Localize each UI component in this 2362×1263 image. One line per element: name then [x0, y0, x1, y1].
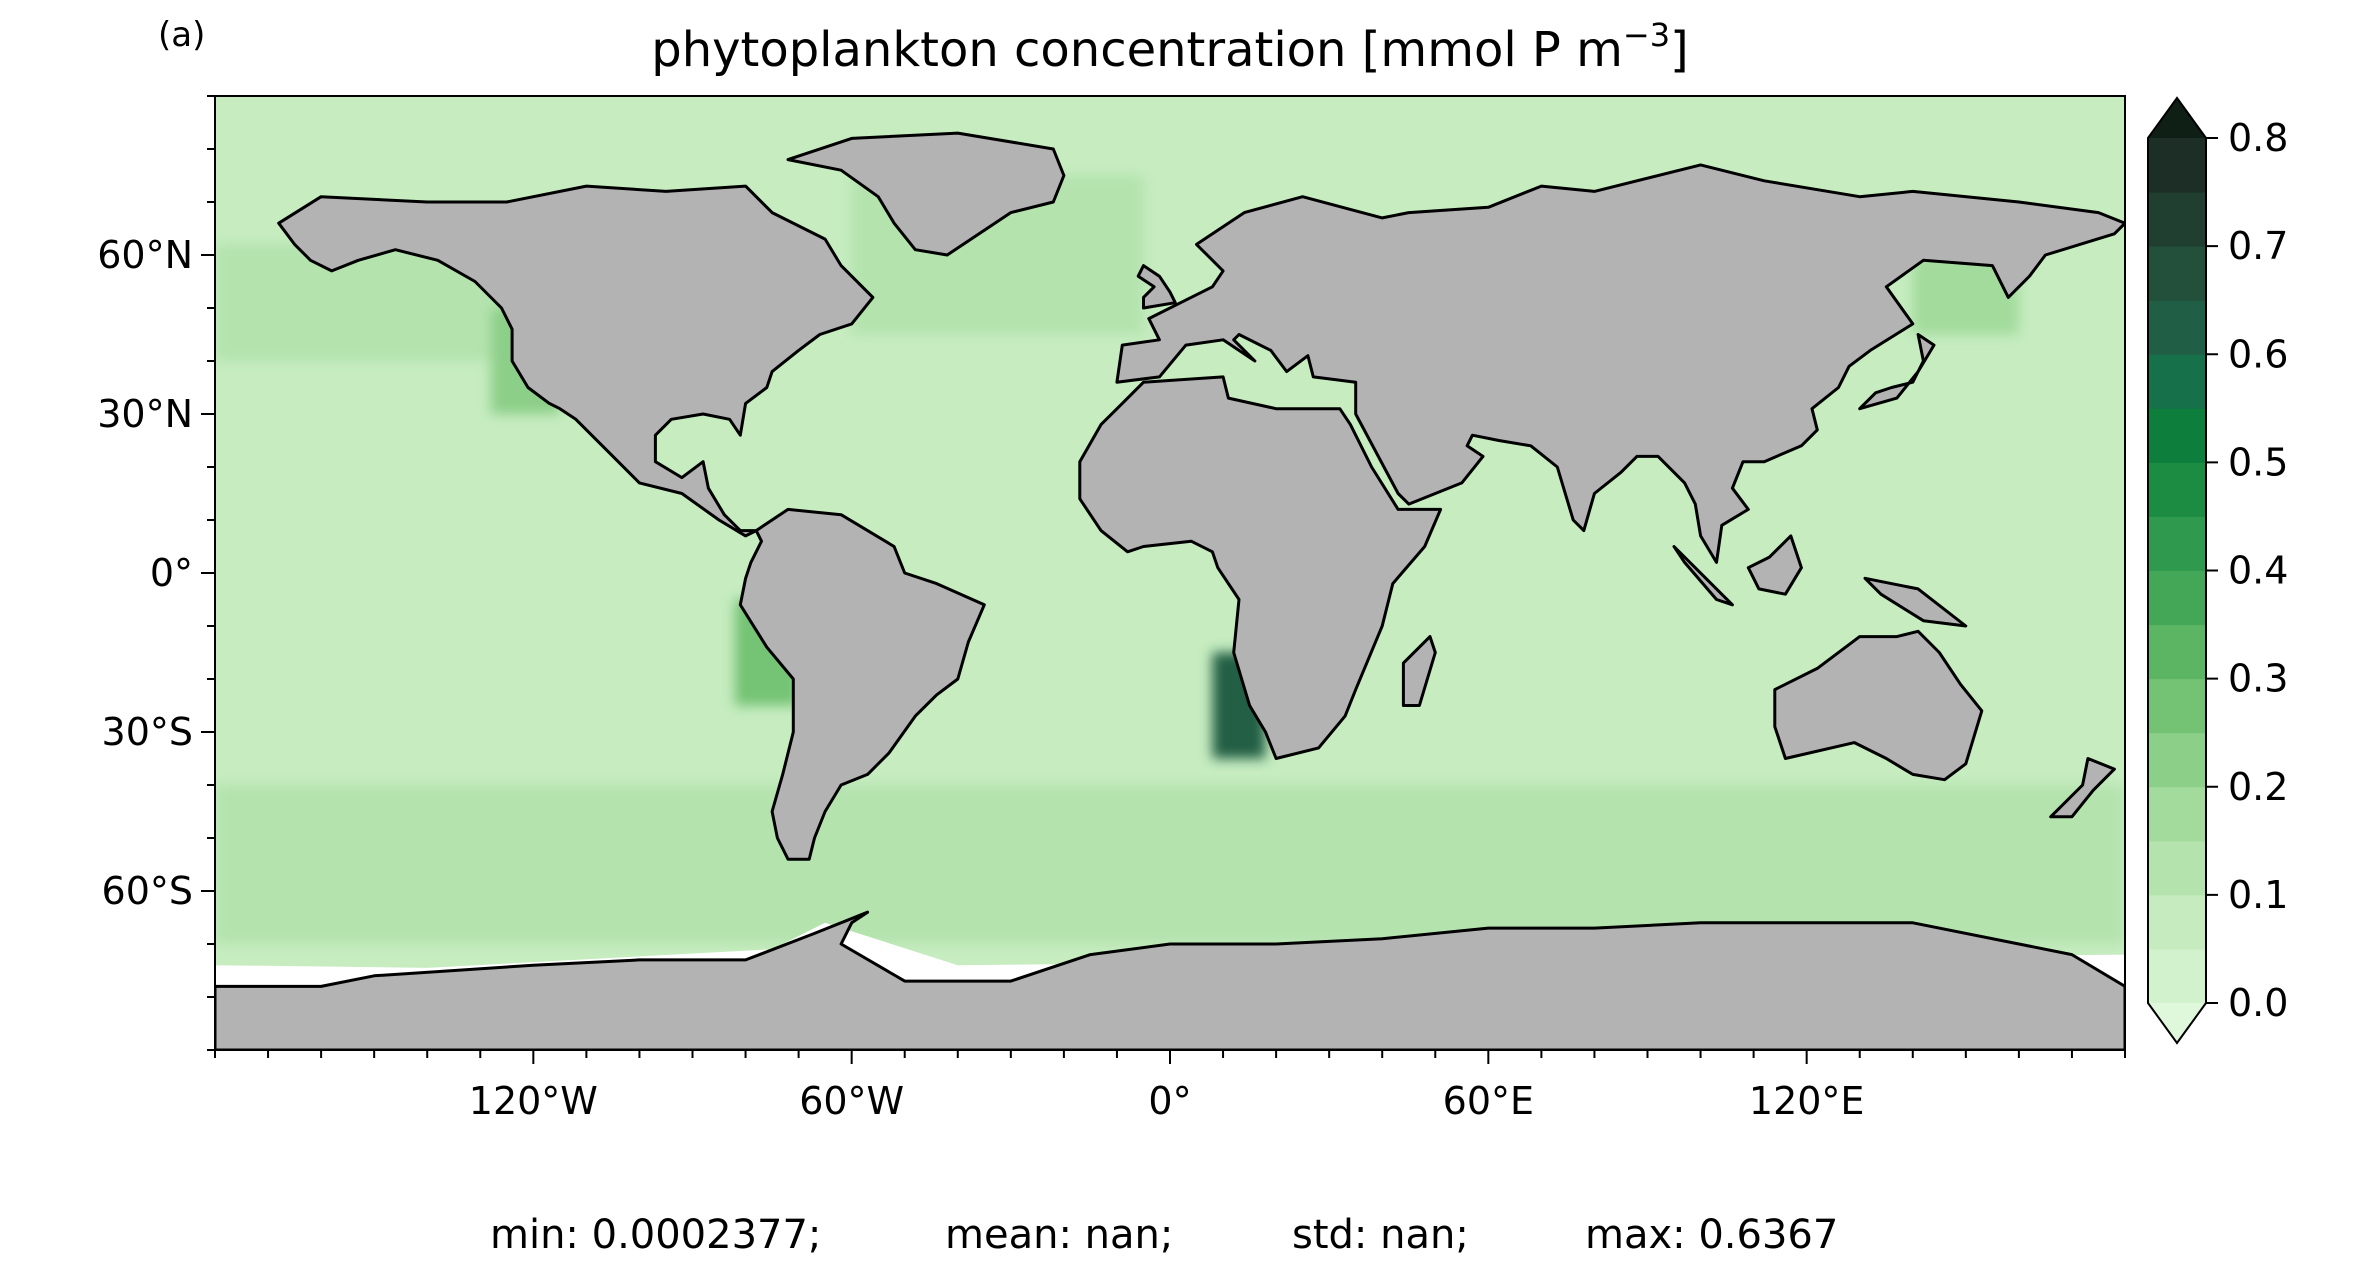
- stat-min: min: 0.0002377;: [490, 1212, 821, 1258]
- colorbar-band: [2148, 678, 2206, 734]
- land-australia: [1773, 629, 1984, 782]
- land-eurasia: [1115, 163, 2125, 564]
- map-area: [215, 96, 2125, 1050]
- colorbar-band: [2148, 408, 2206, 463]
- land-greenland: [786, 131, 1066, 257]
- x-tick-label: 60°E: [1443, 1079, 1534, 1123]
- land-uk: [1136, 264, 1177, 310]
- land-madagascar: [1401, 635, 1437, 707]
- colorbar-extend-max: [2148, 98, 2206, 138]
- stat-mean: mean: nan;: [945, 1212, 1173, 1258]
- colorbar-tick-label: 0.7: [2228, 224, 2288, 268]
- stats-line: min: 0.0002377; mean: nan; std: nan; max…: [490, 1212, 1838, 1258]
- y-tick-label: 30°N: [97, 392, 193, 436]
- colorbar-tick-label: 0.5: [2228, 440, 2288, 484]
- x-tick-label: 120°E: [1749, 1079, 1865, 1123]
- x-tick-label: 60°W: [799, 1079, 904, 1123]
- colorbar-tick-label: 0.1: [2228, 873, 2288, 917]
- land-north-america: [277, 184, 875, 538]
- y-tick-label: 30°S: [102, 710, 193, 754]
- land-new-guinea: [1863, 576, 1968, 628]
- colorbar-tick-label: 0.6: [2228, 332, 2288, 376]
- region-southern-ocean-band: [215, 785, 2125, 944]
- colorbar-tick-label: 0.2: [2228, 765, 2288, 809]
- colorbar-tick-label: 0.3: [2228, 657, 2288, 701]
- land-south-america: [738, 507, 986, 861]
- colorbar-band: [2148, 732, 2206, 788]
- stat-std: std: nan;: [1292, 1212, 1469, 1258]
- colorbar-band: [2148, 138, 2206, 193]
- colorbar-tick-label: 0.0: [2228, 981, 2288, 1025]
- colorbar-band: [2148, 462, 2206, 517]
- colorbar-band: [2148, 624, 2206, 680]
- colorbar-tick-label: 0.8: [2228, 116, 2288, 160]
- colorbar-band: [2148, 948, 2206, 1004]
- colorbar-band: [2148, 894, 2206, 950]
- colorbar-band: [2148, 516, 2206, 571]
- x-axis: 120°W 60°W 0° 60°E 120°E: [214, 1050, 2126, 1123]
- land-sumatra: [1672, 545, 1734, 607]
- colorbar-band: [2148, 570, 2206, 626]
- land-japan: [1858, 333, 1936, 411]
- land-borneo: [1746, 534, 1803, 596]
- colorbar-band: [2148, 786, 2206, 842]
- land-africa: [1078, 375, 1443, 760]
- y-axis: 60°N 30°N 0° 30°S 60°S: [97, 95, 215, 1051]
- land-layer: [215, 131, 2125, 1050]
- colorbar-band: [2148, 246, 2206, 301]
- colorbar-band: [2148, 840, 2206, 896]
- stat-max: max: 0.6367: [1585, 1212, 1838, 1258]
- colorbar-band: [2148, 192, 2206, 247]
- colorbar: 0.0 0.1 0.2 0.3 0.4 0.5 0.6 0.7 0.8: [2147, 96, 2288, 1045]
- land-new-zealand: [2049, 757, 2116, 819]
- y-tick-label: 0°: [150, 551, 193, 595]
- y-tick-label: 60°S: [102, 869, 193, 913]
- x-tick-label: 120°W: [469, 1079, 598, 1123]
- colorbar-tick-label: 0.4: [2228, 549, 2288, 593]
- colorbar-band: [2148, 300, 2206, 355]
- colorbar-band: [2148, 354, 2206, 409]
- y-tick-label: 60°N: [97, 233, 193, 277]
- panel-label: (a): [158, 15, 205, 55]
- colorbar-extend-min: [2148, 1003, 2206, 1043]
- x-tick-label: 0°: [1148, 1079, 1191, 1123]
- land-antarctica: [215, 910, 2125, 1050]
- chart-title: phytoplankton concentration [mmol P m−3]: [651, 16, 1689, 78]
